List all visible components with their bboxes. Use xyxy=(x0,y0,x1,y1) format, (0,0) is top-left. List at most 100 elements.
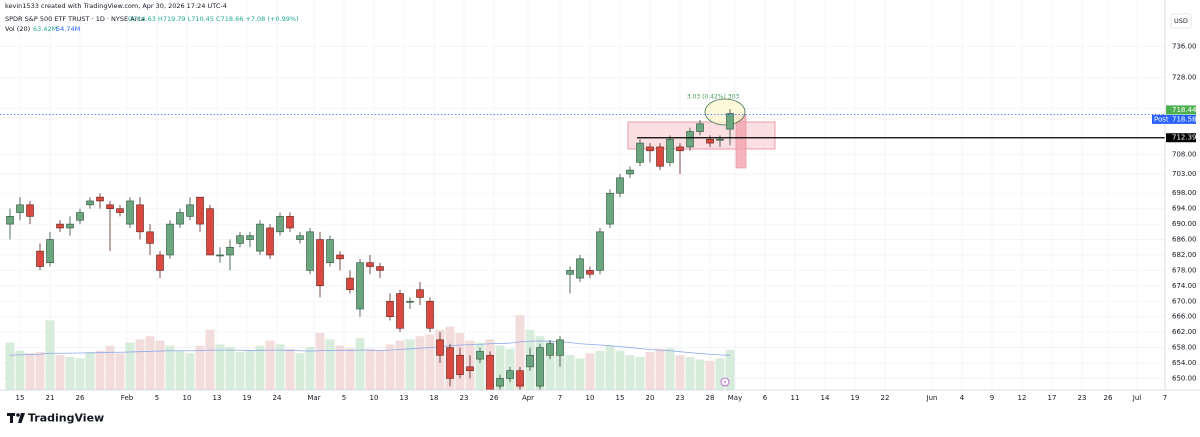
volume-bar xyxy=(255,345,265,390)
level-label: 712.39 xyxy=(1172,134,1197,142)
candle-body xyxy=(76,212,84,221)
candle-body xyxy=(586,270,594,275)
volume-bar xyxy=(425,334,435,390)
volume-bar xyxy=(595,350,605,390)
volume-bar xyxy=(155,340,165,390)
x-tick-label: 26 xyxy=(1104,394,1113,402)
candle-body xyxy=(36,250,44,267)
logo-mark xyxy=(16,413,20,417)
y-tick-label: 690.00 xyxy=(1172,220,1197,228)
volume-bar xyxy=(65,357,75,390)
candle-body xyxy=(476,351,484,360)
volume-bar xyxy=(555,352,565,390)
volume-bar xyxy=(325,339,335,390)
volume-bar xyxy=(725,349,735,390)
y-tick-label: 736.00 xyxy=(1172,43,1197,51)
brand: TradingView xyxy=(28,412,104,425)
volume-bar xyxy=(15,350,25,390)
candle-body xyxy=(166,223,174,256)
candle-body xyxy=(356,262,364,310)
volume-bar xyxy=(85,352,95,390)
volume-bar xyxy=(195,345,205,390)
candle-body xyxy=(156,254,164,271)
candle-body xyxy=(336,254,344,260)
y-tick-label: 654.00 xyxy=(1172,359,1197,367)
x-tick-label: 15 xyxy=(616,394,625,402)
x-tick-label: 5 xyxy=(155,394,159,402)
candle-body xyxy=(486,354,494,390)
post-label: Post xyxy=(1154,115,1169,123)
candle-body xyxy=(676,146,684,152)
candle-body xyxy=(286,216,294,229)
logo-mark xyxy=(10,413,13,423)
candle-body xyxy=(536,347,544,387)
x-tick-label: 28 xyxy=(706,394,715,402)
x-tick-label: 19 xyxy=(243,394,252,402)
x-tick-label: 14 xyxy=(821,394,830,402)
candle-body xyxy=(516,370,524,387)
candle-body xyxy=(196,196,204,225)
volume-bar xyxy=(625,355,635,390)
highlight-ellipse xyxy=(704,98,746,126)
y-tick-label: 650.00 xyxy=(1172,374,1197,382)
candle-body xyxy=(306,231,314,271)
volume-bar xyxy=(395,340,405,390)
volume-bar xyxy=(225,346,235,390)
volume-bar xyxy=(565,355,575,390)
y-tick-label: 678.00 xyxy=(1172,266,1197,274)
volume-bar xyxy=(495,345,505,390)
volume-bar xyxy=(205,329,215,390)
candle-body xyxy=(716,138,724,141)
event-icon-bolt xyxy=(723,379,727,385)
x-tick-label: 23 xyxy=(676,394,685,402)
volume-bar xyxy=(165,345,175,390)
volume-bar xyxy=(665,348,675,390)
candle-body xyxy=(46,239,54,263)
candle-body xyxy=(176,212,184,225)
candle-body xyxy=(416,289,424,298)
volume-bar xyxy=(5,342,15,390)
x-tick-label: Jul xyxy=(1132,394,1142,402)
y-tick-label: 674.00 xyxy=(1172,282,1197,290)
volume-bar xyxy=(475,342,485,390)
x-tick-label: Jun xyxy=(926,394,938,402)
volume-bar xyxy=(715,358,725,390)
candle-body xyxy=(256,223,264,252)
x-tick-label: 9 xyxy=(990,394,994,402)
volume-bar xyxy=(605,345,615,390)
candle-body xyxy=(346,277,354,290)
candle-body xyxy=(616,177,624,194)
volume-bar xyxy=(185,353,195,390)
volume-bar xyxy=(235,352,245,390)
candle-body xyxy=(426,300,434,329)
candle-body xyxy=(546,343,554,356)
currency-box xyxy=(1170,13,1192,29)
candle-body xyxy=(96,196,104,202)
candle-body xyxy=(206,208,214,256)
volume-bar xyxy=(305,346,315,390)
candle-body xyxy=(236,235,244,244)
y-tick-label: 666.00 xyxy=(1172,313,1197,321)
candle-body xyxy=(636,142,644,163)
x-tick-label: 10 xyxy=(370,394,379,402)
candle-body xyxy=(726,113,734,130)
candle-body xyxy=(656,146,664,167)
price-pane xyxy=(6,98,776,390)
volume-bar xyxy=(615,350,625,390)
x-tick-label: 13 xyxy=(213,394,222,402)
volume-bar xyxy=(705,360,715,390)
candle-body xyxy=(576,258,584,279)
volume-bar xyxy=(655,348,665,390)
volume-bar xyxy=(125,342,135,390)
y-tick-label: 708.00 xyxy=(1172,151,1197,159)
x-tick-label: 20 xyxy=(646,394,655,402)
candle-body xyxy=(136,204,144,233)
candle-body xyxy=(296,235,304,240)
x-tick-label: 7 xyxy=(558,394,562,402)
candle-body xyxy=(646,146,654,152)
candle-body xyxy=(706,138,714,144)
x-tick-label: 12 xyxy=(1018,394,1027,402)
candle-body xyxy=(126,200,134,225)
y-tick-label: 728.00 xyxy=(1172,74,1197,82)
x-tick-label: 17 xyxy=(1048,394,1057,402)
